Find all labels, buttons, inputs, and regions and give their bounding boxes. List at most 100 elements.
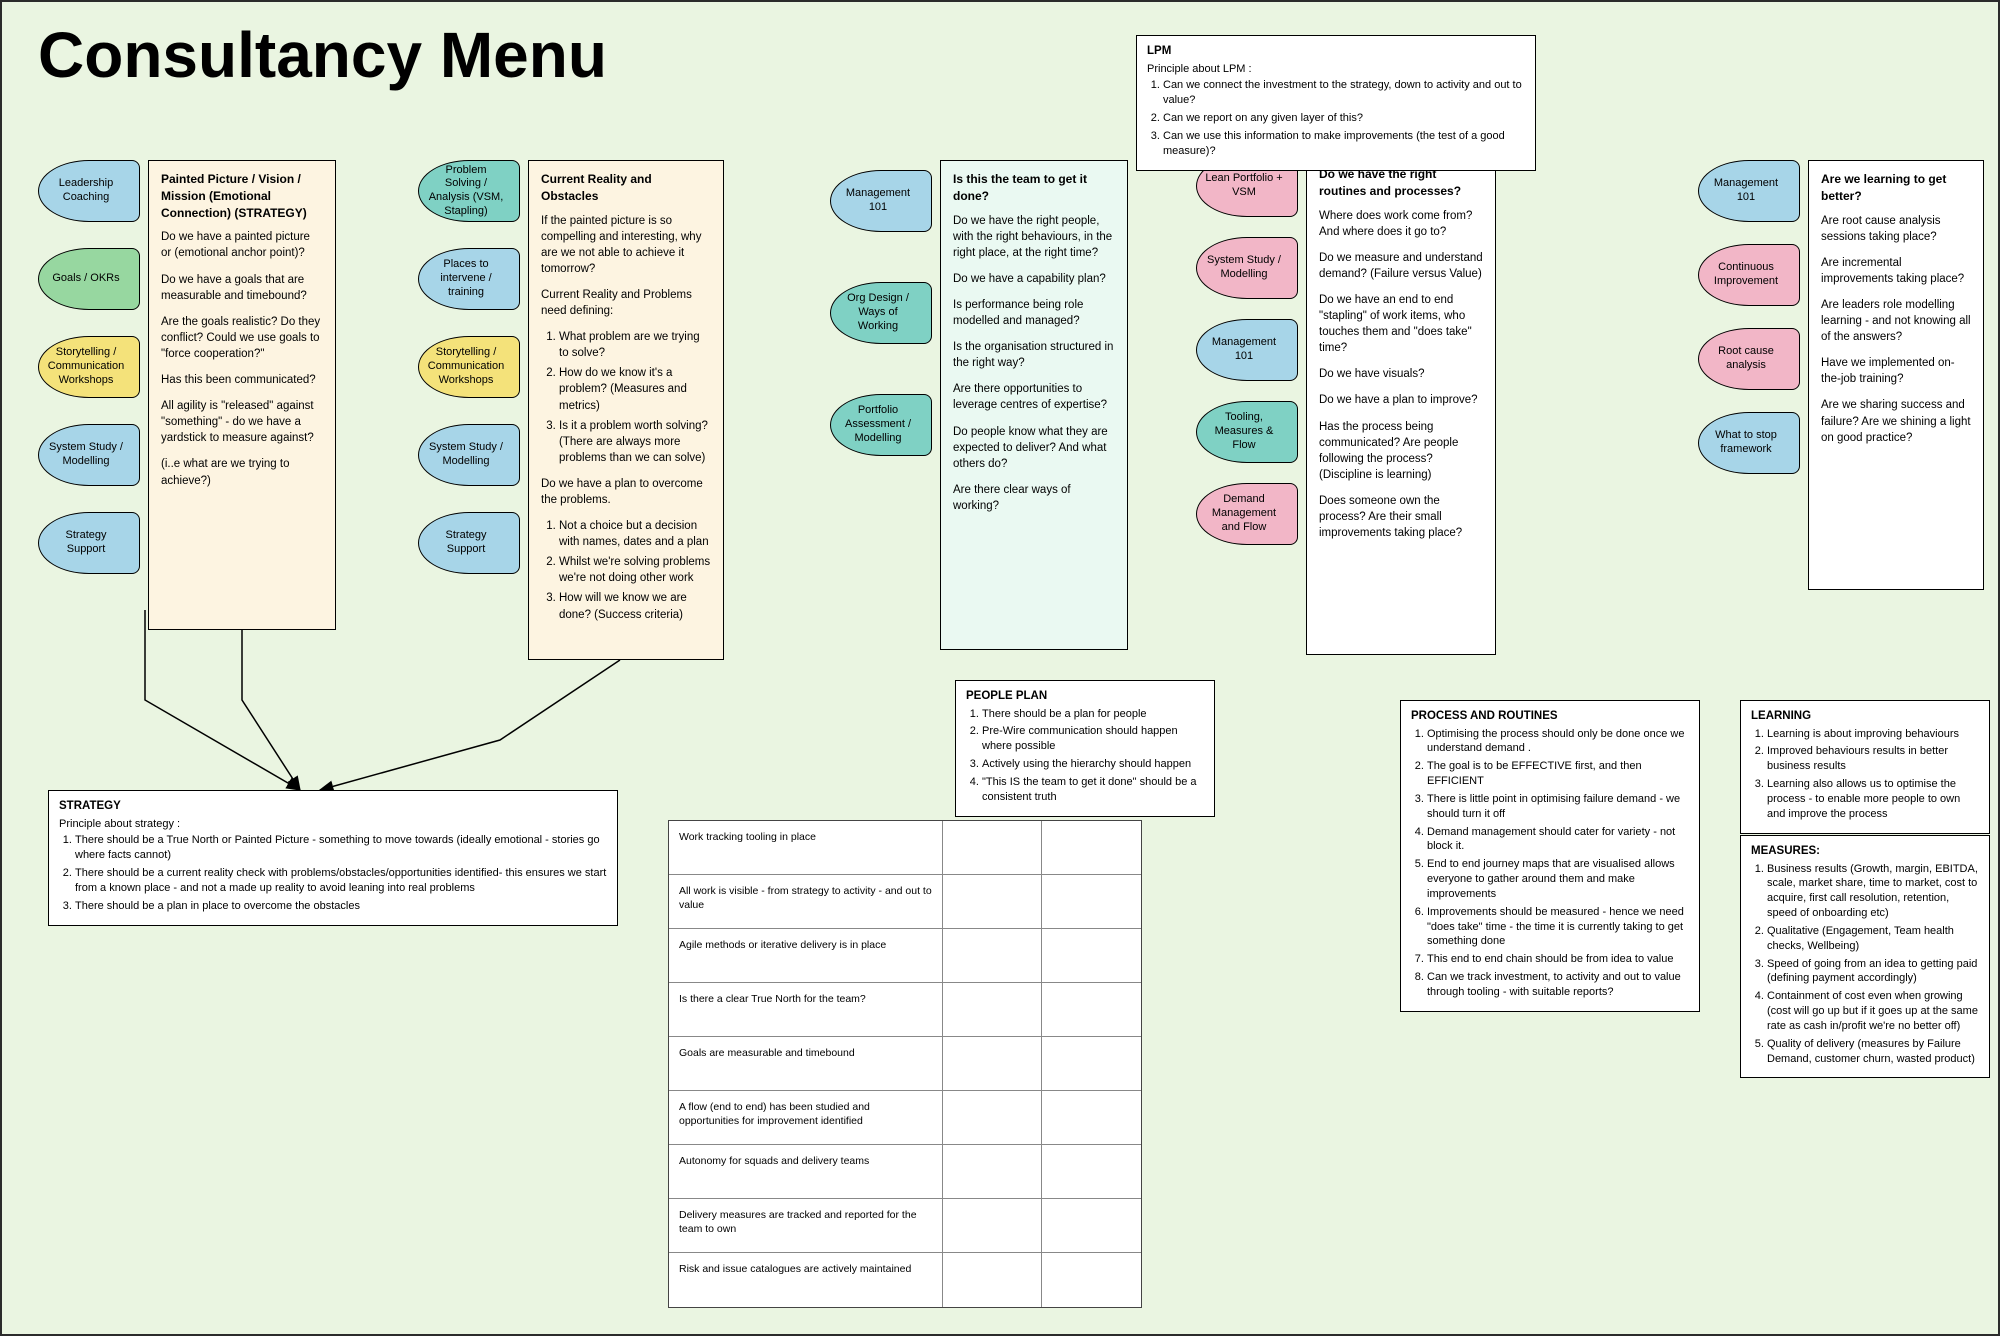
card-para: Current Reality and Problems need defini… (541, 287, 711, 319)
bubble-col4-4: Demand Management and Flow (1196, 483, 1298, 545)
bubble-col4-3: Tooling, Measures & Flow (1196, 401, 1298, 463)
card-para: Do we have a goals that are measurable a… (161, 272, 323, 304)
note-list-item: There is little point in optimising fail… (1427, 792, 1689, 822)
card-title: Painted Picture / Vision / Mission (Emot… (161, 171, 323, 221)
checklist-cell (1042, 1199, 1141, 1252)
card-col4: Do we have the right routines and proces… (1306, 155, 1496, 655)
checklist-label: Risk and issue catalogues are actively m… (669, 1253, 943, 1307)
bubble-col2-0: Problem Solving / Analysis (VSM, Staplin… (418, 160, 520, 222)
note-title: PEOPLE PLAN (966, 689, 1204, 705)
card-list-item: What problem are we trying to solve? (559, 329, 711, 361)
checklist-cell (943, 875, 1042, 928)
note-list-item: Improvements should be measured - hence … (1427, 905, 1689, 950)
note-title: LEARNING (1751, 709, 1979, 725)
checklist-cell (943, 1199, 1042, 1252)
note-list-item: Can we use this information to make impr… (1163, 129, 1525, 159)
card-list-item: How will we know we are done? (Success c… (559, 590, 711, 622)
checklist-cell (1042, 1091, 1141, 1144)
note-list-item: Containment of cost even when growing (c… (1767, 989, 1979, 1034)
card-para: Do we have the right people, with the ri… (953, 213, 1115, 261)
checklist-cell (1042, 1145, 1141, 1198)
card-para: Do we have a plan to improve? (1319, 392, 1483, 408)
card-list-item: Is it a problem worth solving? (There ar… (559, 418, 711, 466)
checklist-label: Goals are measurable and timebound (669, 1037, 943, 1090)
note-list-item: Improved behaviours results in better bu… (1767, 744, 1979, 774)
checklist-row: Work tracking tooling in place (669, 821, 1141, 875)
card-para: Are we sharing success and failure? Are … (1821, 397, 1971, 445)
card-col3: Is this the team to get it done? Do we ha… (940, 160, 1128, 650)
note-title: LPM (1147, 44, 1525, 60)
bubble-col1-4: Strategy Support (38, 512, 140, 574)
checklist-cell (943, 821, 1042, 874)
note-title: STRATEGY (59, 799, 607, 815)
checklist-cell (943, 1091, 1042, 1144)
bubble-col3-0: Management 101 (830, 170, 932, 232)
bubble-col5-1: Continuous Improvement (1698, 244, 1800, 306)
card-col2: Current Reality and ObstaclesIf the pain… (528, 160, 724, 660)
note-list-item: End to end journey maps that are visuali… (1427, 857, 1689, 902)
card-para: Are leaders role modelling learning - an… (1821, 297, 1971, 345)
checklist-row: Risk and issue catalogues are actively m… (669, 1253, 1141, 1307)
bubble-col1-2: Storytelling / Communication Workshops (38, 336, 140, 398)
note-list: Business results (Growth, margin, EBITDA… (1767, 862, 1979, 1067)
bubble-col1-1: Goals / OKRs (38, 248, 140, 310)
note-lead: Principle about LPM : (1147, 62, 1525, 77)
bubble-col2-4: Strategy Support (418, 512, 520, 574)
note-list: There should be a plan for peoplePre-Wir… (982, 707, 1204, 805)
note-list: There should be a True North or Painted … (75, 833, 607, 913)
card-list-item: Whilst we're solving problems we're not … (559, 554, 711, 586)
bubble-col5-0: Management 101 (1698, 160, 1800, 222)
card-title: Is this the team to get it done? (953, 171, 1115, 205)
card-list-item: Not a choice but a decision with names, … (559, 518, 711, 550)
card-para: Do we have visuals? (1319, 366, 1483, 382)
card-para: Are incremental improvements taking plac… (1821, 255, 1971, 287)
note-list-item: Quality of delivery (measures by Failure… (1767, 1037, 1979, 1067)
checklist-cell (943, 1253, 1042, 1307)
card-para: Have we implemented on-the-job training? (1821, 355, 1971, 387)
checklist-cell (1042, 875, 1141, 928)
note-list-item: "This IS the team to get it done" should… (982, 775, 1204, 805)
card-col1: Painted Picture / Vision / Mission (Emot… (148, 160, 336, 630)
checklist-label: Is there a clear True North for the team… (669, 983, 943, 1036)
page-title: Consultancy Menu (38, 18, 607, 92)
note-list-item: The goal is to be EFFECTIVE first, and t… (1427, 759, 1689, 789)
checklist-table: Work tracking tooling in placeAll work i… (668, 820, 1142, 1308)
checklist-row: Agile methods or iterative delivery is i… (669, 929, 1141, 983)
note-list-item: Actively using the hierarchy should happ… (982, 757, 1204, 772)
card-title: Do we have the right routines and proces… (1319, 166, 1483, 200)
bubble-col3-1: Org Design / Ways of Working (830, 282, 932, 344)
card-para: Does someone own the process? Are their … (1319, 493, 1483, 541)
card-para: Do we have a painted picture or (emotion… (161, 229, 323, 261)
note-list-item: Can we track investment, to activity and… (1427, 970, 1689, 1000)
checklist-cell (943, 929, 1042, 982)
card-para: Do we have a capability plan? (953, 271, 1115, 287)
checklist-label: Work tracking tooling in place (669, 821, 943, 874)
checklist-label: All work is visible - from strategy to a… (669, 875, 943, 928)
card-para: Has this been communicated? (161, 372, 323, 388)
checklist-label: A flow (end to end) has been studied and… (669, 1091, 943, 1144)
checklist-row: All work is visible - from strategy to a… (669, 875, 1141, 929)
note-list: Can we connect the investment to the str… (1163, 78, 1525, 158)
card-para: (i..e what are we trying to achieve?) (161, 456, 323, 488)
note-lpm: LPM Principle about LPM :Can we connect t… (1136, 35, 1536, 171)
checklist-cell (1042, 1253, 1141, 1307)
note-list-item: Can we report on any given layer of this… (1163, 111, 1525, 126)
checklist-cell (1042, 821, 1141, 874)
note-list: Optimising the process should only be do… (1427, 727, 1689, 1000)
note-list-item: Learning is about improving behaviours (1767, 727, 1979, 742)
note-list: Learning is about improving behaviours Im… (1767, 727, 1979, 822)
note-strategy: STRATEGY Principle about strategy :There … (48, 790, 618, 926)
checklist-cell (943, 983, 1042, 1036)
card-para: Are root cause analysis sessions taking … (1821, 213, 1971, 245)
card-col5: Are we learning to get better?Are root c… (1808, 160, 1984, 590)
card-list: Not a choice but a decision with names, … (559, 518, 711, 623)
card-para: Are there clear ways of working? (953, 482, 1115, 514)
checklist-label: Delivery measures are tracked and report… (669, 1199, 943, 1252)
note-lead: Principle about strategy : (59, 817, 607, 832)
checklist-cell (1042, 983, 1141, 1036)
bubble-col1-0: Leadership Coaching (38, 160, 140, 222)
note-list-item: This end to end chain should be from ide… (1427, 952, 1689, 967)
note-list-item: Can we connect the investment to the str… (1163, 78, 1525, 108)
bubble-col5-3: What to stop framework (1698, 412, 1800, 474)
card-para: Do we have an end to end "stapling" of w… (1319, 292, 1483, 356)
